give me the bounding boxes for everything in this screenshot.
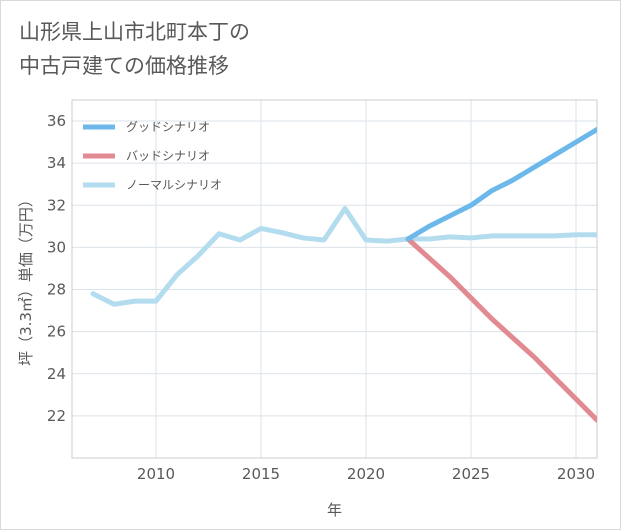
chart-title: 山形県上山市北町本丁の 中古戸建ての価格推移 xyxy=(19,15,250,83)
x-tick-label: 2010 xyxy=(137,465,175,483)
series-line-1 xyxy=(405,236,597,423)
x-tick-label: 2025 xyxy=(452,465,490,483)
y-tick-label: 34 xyxy=(47,154,66,172)
y-tick-label: 28 xyxy=(47,281,66,299)
legend-label: バッドシナリオ xyxy=(126,149,210,163)
x-axis-title: 年 xyxy=(327,501,342,519)
legend-label: グッドシナリオ xyxy=(126,120,210,134)
y-axis-title: 坪（3.3㎡）単価（万円） xyxy=(17,192,35,366)
series-lines xyxy=(90,126,597,423)
tick-labels: 2010 2015 2020 2025 2030 22 24 26 28 30 32 34 36 xyxy=(47,112,595,483)
series-line-0 xyxy=(405,126,597,242)
chart-title-line-2: 中古戸建ての価格推移 xyxy=(19,54,229,78)
x-tick-label: 2015 xyxy=(242,465,280,483)
y-tick-label: 36 xyxy=(47,112,66,130)
y-tick-label: 30 xyxy=(47,238,66,256)
series-line-2 xyxy=(90,205,597,307)
y-tick-label: 26 xyxy=(47,323,66,341)
y-tick-label: 24 xyxy=(47,365,66,383)
chart-title-line-1: 山形県上山市北町本丁の xyxy=(19,20,250,44)
y-tick-label: 32 xyxy=(47,196,66,214)
x-tick-label: 2020 xyxy=(347,465,385,483)
y-tick-label: 22 xyxy=(47,407,66,425)
plot-area xyxy=(71,99,598,459)
legend-label: ノーマルシナリオ xyxy=(126,178,222,192)
x-tick-label: 2030 xyxy=(557,465,595,483)
